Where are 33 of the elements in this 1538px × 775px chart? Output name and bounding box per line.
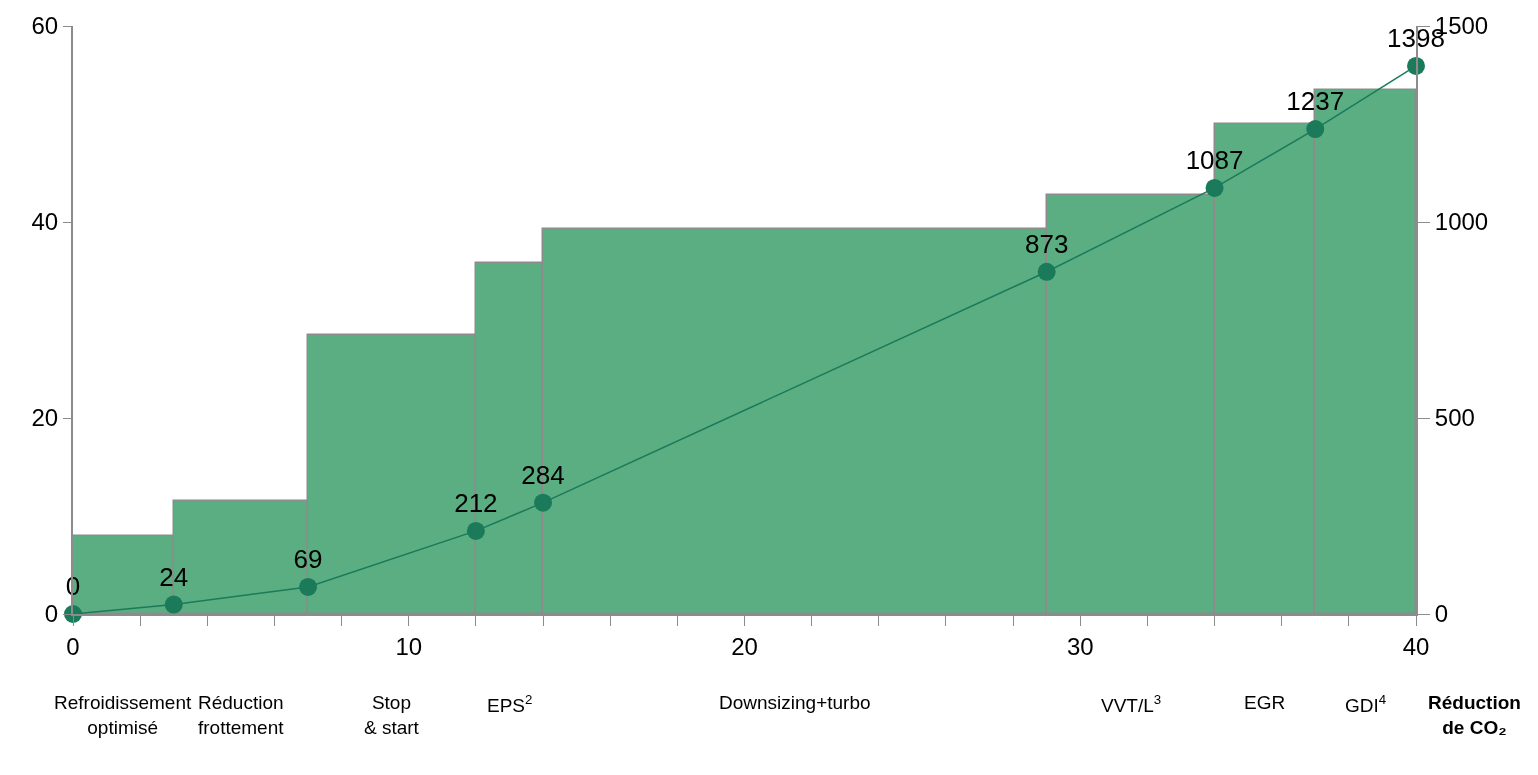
x-tick-label: 20 xyxy=(731,632,758,660)
text: EGR xyxy=(1244,692,1286,713)
x-tick-label: 30 xyxy=(1066,632,1094,660)
y2-tick-label: 500 xyxy=(1434,404,1475,432)
data-label: 69 xyxy=(293,544,323,575)
text: Réduction frottement xyxy=(198,692,285,738)
y2-tick-label: 1000 xyxy=(1434,208,1489,236)
y-tick-label: 0 xyxy=(44,600,59,628)
point xyxy=(1306,120,1325,139)
y-tick-label: 60 xyxy=(31,12,59,40)
data-label: 24 xyxy=(159,561,189,592)
x-tick-label: 0 xyxy=(66,632,80,660)
point xyxy=(534,493,553,512)
point xyxy=(466,521,485,540)
y2-tick-label: 0 xyxy=(1434,600,1449,628)
text: Downsizing+turbo xyxy=(719,692,871,713)
data-label: 873 xyxy=(1024,229,1069,260)
data-label: 212 xyxy=(454,488,498,519)
text: EPS$^{2}$ xyxy=(487,692,533,716)
text: Stop & start xyxy=(364,692,420,738)
text: Refroidissement optimisé xyxy=(54,692,192,738)
text: GDI$^{4}$ xyxy=(1345,692,1387,716)
point xyxy=(1037,262,1056,281)
point xyxy=(1205,178,1224,197)
y-tick-label: 20 xyxy=(31,404,59,432)
y-tick-label: 40 xyxy=(31,208,59,236)
x-axis-title: Réduction de CO₂ xyxy=(1428,692,1521,738)
point xyxy=(164,595,183,614)
text: VVT/L$^{3}$ xyxy=(1101,692,1162,716)
point xyxy=(299,577,318,596)
data-label: 284 xyxy=(521,459,565,490)
x-tick-label: 40 xyxy=(1402,632,1430,660)
x-tick-label: 10 xyxy=(395,632,423,660)
